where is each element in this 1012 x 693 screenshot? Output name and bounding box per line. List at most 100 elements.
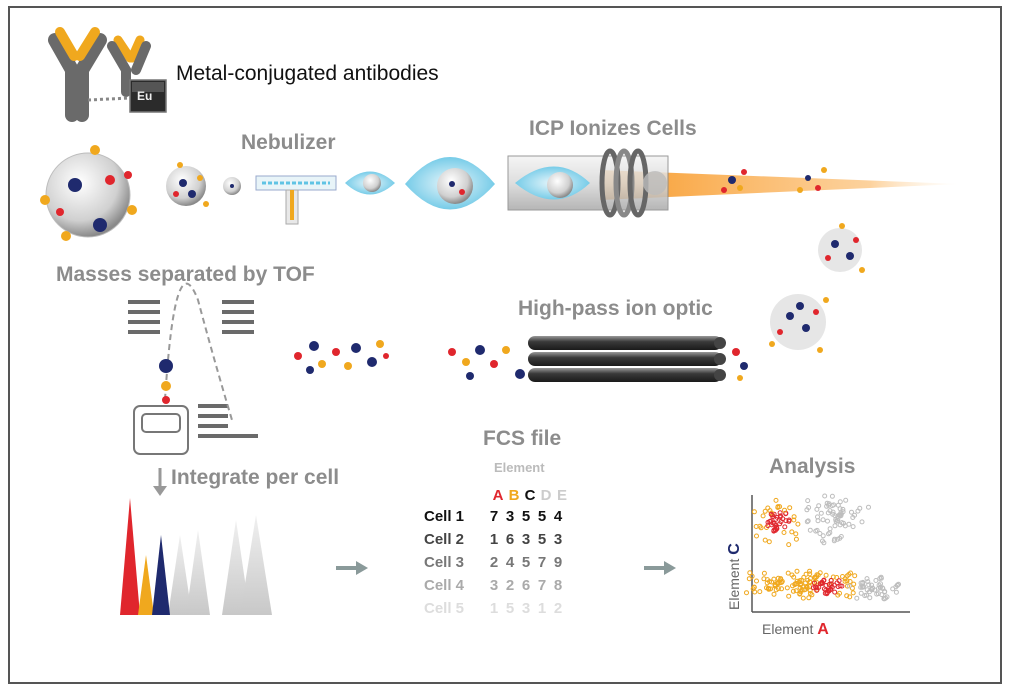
scatter-point [834, 575, 840, 580]
scatter-point [766, 539, 772, 545]
scatter-point [815, 572, 821, 578]
scatter-point [852, 573, 858, 579]
scatter-point [823, 587, 829, 593]
nebulizer-label: Nebulizer [241, 131, 336, 154]
scatter-point [836, 578, 842, 584]
scatter-point [818, 510, 824, 516]
scatter-point [807, 579, 813, 585]
icp-torch-icon [507, 148, 960, 218]
fcs-label: FCS file [483, 427, 562, 450]
scatter-point [831, 502, 837, 508]
scatter-point [838, 510, 844, 516]
fcs-row-label: Cell 1 [424, 508, 465, 525]
scatter-point [781, 530, 787, 535]
scatter-point [894, 583, 900, 588]
scatter-point [812, 574, 818, 580]
scatter-point [896, 581, 901, 587]
scatter-point [782, 507, 787, 513]
scatter-point [828, 581, 834, 587]
scatter-point [859, 519, 865, 525]
scatter-point [844, 583, 850, 589]
scatter-point [807, 527, 813, 533]
fcs-cell-value: 5 [521, 554, 531, 571]
scatter-point [817, 531, 823, 536]
scatter-point [850, 524, 856, 530]
scatter-point [882, 589, 888, 595]
tof-analyzer-icon [128, 282, 258, 496]
fcs-element-header: Element [494, 460, 545, 475]
y-axis-label: Element C [726, 543, 743, 610]
fcs-cell-value: 1 [537, 600, 547, 617]
scatter-point [869, 582, 875, 588]
scatter-point [849, 585, 855, 591]
scatter-point [782, 524, 788, 530]
scatter-point [811, 585, 816, 591]
scatter-point [749, 573, 755, 579]
antibodies-label: Metal-conjugated antibodies [176, 62, 439, 85]
scatter-point [842, 578, 848, 584]
fcs-cell-value: 2 [489, 554, 499, 571]
scatter-point [832, 523, 838, 529]
scatter-point [764, 585, 769, 591]
scatter-point [838, 534, 844, 539]
scatter-point [809, 592, 815, 598]
scatter-point [820, 517, 826, 523]
scatter-point [830, 511, 836, 517]
fcs-cell-value: 9 [553, 554, 563, 571]
scatter-point [879, 592, 885, 598]
ion-optic-label: High-pass ion optic [518, 297, 713, 320]
fcs-cell-value: 4 [505, 554, 515, 571]
scatter-point [787, 505, 793, 511]
scatter-point [839, 520, 845, 526]
scatter-point [831, 538, 837, 544]
fcs-cell-value: 3 [521, 531, 531, 548]
ion-optic-icon [528, 336, 726, 382]
scatter-plot [744, 493, 910, 613]
scatter-point [796, 579, 802, 585]
fcs-cell-value: 3 [505, 508, 515, 525]
scatter-point [762, 508, 768, 514]
scatter-point [843, 497, 849, 503]
x-axis-label: Element A [762, 621, 829, 638]
scatter-point [876, 585, 881, 591]
scatter-point [744, 590, 749, 596]
metal-tag-label: Eu [137, 89, 153, 103]
scatter-point [778, 576, 784, 582]
fcs-cell-value: 3 [553, 531, 563, 548]
scatter-point [835, 518, 840, 524]
fcs-cell-value: 5 [537, 508, 547, 525]
scatter-point [752, 589, 758, 595]
scatter-point [754, 533, 759, 539]
scatter-point [765, 505, 771, 511]
fcs-cell-value: 3 [489, 577, 499, 594]
ion-cluster-icon [769, 223, 865, 353]
scatter-point [798, 589, 804, 595]
scatter-point [890, 586, 896, 592]
antibody-icon [48, 27, 151, 122]
scatter-point [820, 533, 826, 539]
scatter-point [862, 593, 868, 599]
scatter-point [795, 521, 801, 527]
fcs-cell-value: 7 [537, 554, 547, 571]
scatter-point [803, 586, 809, 592]
scatter-point [893, 589, 899, 595]
fcs-row-label: Cell 5 [424, 600, 465, 617]
scatter-point [823, 583, 829, 588]
scatter-point [832, 589, 838, 595]
scatter-point [869, 587, 875, 593]
scatter-point [884, 594, 890, 600]
scatter-point [850, 590, 856, 596]
scatter-point [775, 575, 781, 581]
scatter-point [757, 589, 763, 595]
droplet-icon [345, 171, 395, 195]
scatter-point [865, 579, 871, 585]
scatter-point [774, 580, 780, 586]
arrow-icon [336, 561, 368, 575]
scatter-point [846, 583, 852, 589]
scatter-point [830, 574, 836, 580]
